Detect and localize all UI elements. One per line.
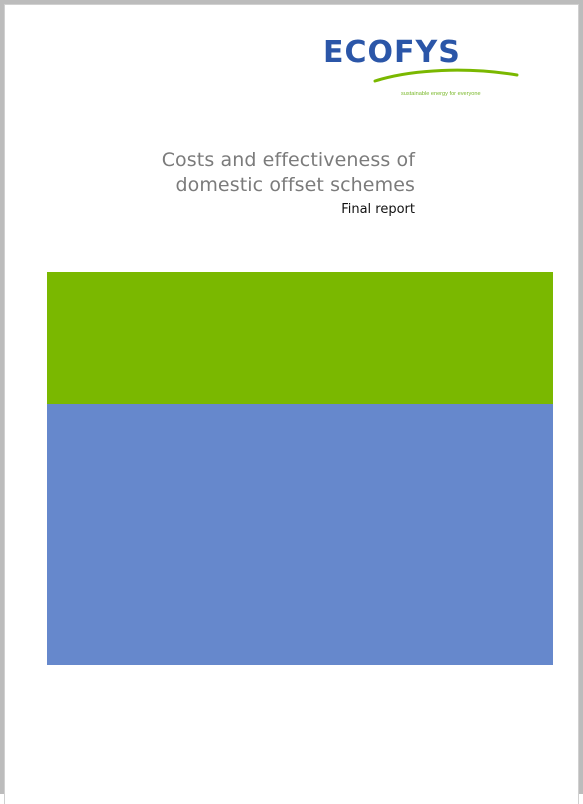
blue-color-band bbox=[47, 404, 553, 665]
green-color-band bbox=[47, 272, 553, 404]
report-subtitle: Final report bbox=[341, 202, 415, 217]
logo-tagline: sustainable energy for everyone bbox=[401, 91, 481, 97]
report-title-line-2: domestic offset schemes bbox=[175, 174, 415, 196]
report-title-block: Costs and effectiveness of domestic offs… bbox=[85, 148, 415, 220]
logo-wordmark: ECOFYS bbox=[323, 35, 461, 70]
logo-swoosh-icon bbox=[373, 68, 519, 83]
ecofys-logo: ECOFYS sustainable energy for everyone bbox=[323, 35, 519, 101]
report-cover-page: ECOFYS sustainable energy for everyone C… bbox=[4, 4, 579, 804]
report-title-line-1: Costs and effectiveness of bbox=[161, 149, 415, 171]
